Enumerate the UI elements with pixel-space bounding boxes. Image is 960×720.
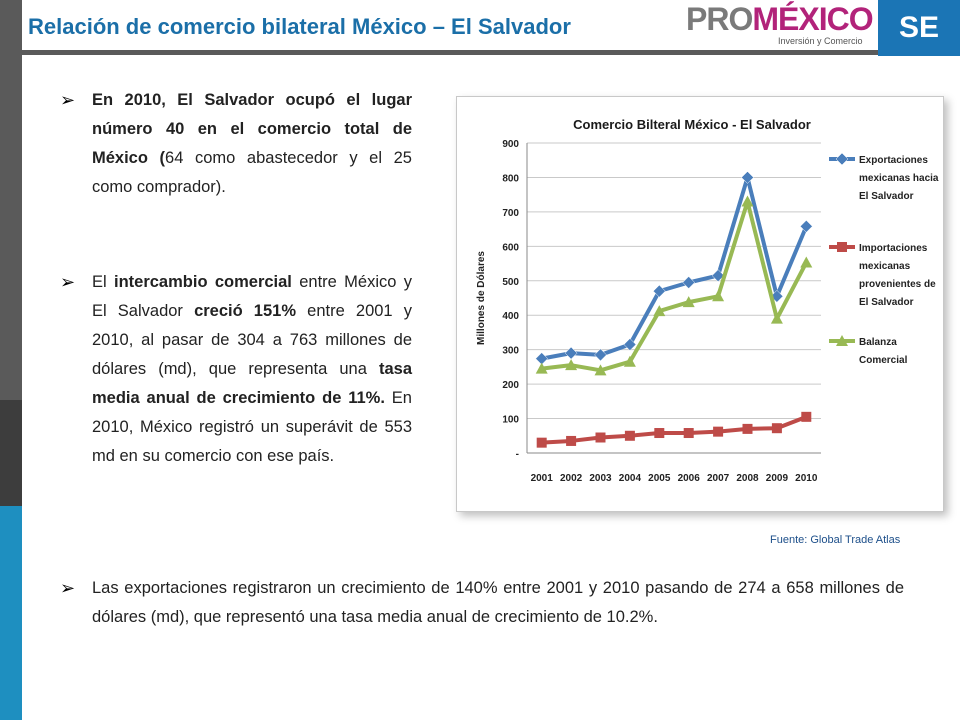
text-run: tasa media anual de crecimiento de 11%. — [92, 360, 412, 407]
logo-mexico-text: MÉXICO — [752, 1, 873, 37]
data-point-series-1 — [623, 338, 637, 351]
bullet-ranking: ➢ En 2010, El Salvador ocupó el lugar nú… — [60, 86, 412, 202]
x-tick-label: 2002 — [560, 473, 583, 484]
y-tick-label: 200 — [502, 380, 519, 391]
left-accent-bar-middle — [0, 400, 22, 506]
data-point-series-2 — [742, 423, 753, 434]
data-point-series-2 — [713, 426, 724, 437]
x-tick-label: 2010 — [795, 473, 818, 484]
text-run: creció 151% — [194, 302, 297, 320]
text-run: En 2010, El Salvador ocupó el lugar núme… — [92, 91, 412, 167]
x-tick-label: 2005 — [648, 473, 671, 484]
y-tick-label: 900 — [502, 139, 519, 150]
legend-marker — [835, 152, 849, 166]
left-accent-bar-bottom — [0, 506, 22, 720]
chart-container: Comercio Bilteral México - El Salvador - 1… — [456, 96, 944, 512]
data-point-series-1 — [652, 284, 666, 298]
data-point-series-3 — [565, 359, 578, 371]
data-point-series-2 — [624, 430, 635, 441]
data-point-series-2 — [801, 411, 812, 422]
x-tick-label: 2009 — [766, 473, 789, 484]
bullet-trade-growth: ➢ El intercambio comercial entre México … — [60, 268, 412, 471]
legend-label: provenientes de — [859, 279, 936, 290]
legend-marker — [836, 335, 848, 346]
source-note: Fuente: Global Trade Atlas — [770, 534, 901, 546]
data-point-series-2 — [654, 428, 665, 439]
bullet-text: En 2010, El Salvador ocupó el lugar núme… — [92, 91, 412, 196]
bullet-text: El intercambio comercial entre México y … — [92, 273, 412, 465]
legend-marker — [837, 242, 847, 252]
data-point-series-1 — [564, 346, 578, 360]
data-point-series-1 — [741, 171, 754, 184]
legend-label: Comercial — [859, 355, 908, 366]
legend-label: mexicanas hacia — [859, 173, 939, 184]
data-point-series-3 — [535, 362, 548, 374]
legend-label: Balanza — [859, 337, 897, 348]
y-tick-label: 800 — [502, 173, 519, 184]
data-point-series-3 — [653, 305, 666, 317]
arrow-bullet-icon: ➢ — [60, 272, 76, 292]
logo-subtitle: Inversión y Comercio — [778, 36, 863, 46]
trade-line-chart: Comercio Bilteral México - El Salvador - 1… — [476, 117, 939, 484]
x-tick-label: 2001 — [531, 473, 554, 484]
data-point-series-3 — [741, 195, 754, 207]
text-run: 64 como abastecedor y el 25 como comprad… — [92, 149, 412, 196]
data-point-series-1 — [799, 220, 813, 233]
data-point-series-2 — [566, 435, 577, 446]
series-line-3 — [541, 199, 809, 373]
data-point-series-3 — [712, 290, 725, 302]
y-tick-label: 100 — [502, 415, 519, 426]
bullet-exports: ➢ Las exportaciones registraron un creci… — [60, 574, 904, 632]
y-tick-label: 500 — [502, 277, 519, 288]
data-point-series-2 — [771, 423, 782, 434]
header-divider — [22, 50, 882, 55]
legend-label: Importaciones — [859, 243, 928, 254]
legend-label: El Salvador — [859, 191, 914, 202]
x-tick-label: 2008 — [736, 473, 759, 484]
y-tick-label: 600 — [502, 242, 519, 253]
y-axis-label: Millones de Dólares — [476, 251, 487, 345]
series-line-1 — [541, 175, 809, 361]
y-tick-label: 300 — [502, 346, 519, 357]
text-run: En 2010, México registró un superávit de… — [92, 389, 412, 465]
data-point-series-3 — [800, 256, 813, 268]
series-line-2 — [541, 414, 808, 445]
data-point-series-1 — [711, 269, 725, 282]
chart-title: Comercio Bilteral México - El Salvador — [573, 117, 811, 132]
se-logo: SE — [878, 0, 960, 56]
data-point-series-1 — [594, 348, 607, 362]
data-point-series-2 — [683, 428, 694, 439]
data-point-series-2 — [595, 432, 606, 443]
x-tick-label: 2006 — [678, 473, 701, 484]
x-tick-label: 2003 — [589, 473, 612, 484]
y-tick-label: - — [516, 449, 519, 460]
text-run: entre México y El Salvador — [92, 273, 413, 320]
page-title: Relación de comercio bilateral México – … — [28, 14, 571, 39]
data-point-series-3 — [594, 364, 607, 376]
y-tick-label: 400 — [502, 311, 519, 322]
legend-label: El Salvador — [859, 297, 914, 308]
bullet-text: Las exportaciones registraron un crecimi… — [92, 579, 904, 626]
arrow-bullet-icon: ➢ — [60, 90, 76, 110]
left-accent-bar-top — [0, 0, 22, 400]
text-run: Las exportaciones registraron un crecimi… — [92, 579, 904, 626]
promexico-logo: PROMÉXICO Inversión y Comercio — [686, 2, 876, 50]
data-point-series-1 — [682, 276, 696, 289]
data-point-series-3 — [770, 312, 783, 324]
data-point-series-3 — [623, 355, 636, 367]
x-tick-label: 2004 — [619, 473, 642, 484]
legend-label: Exportaciones — [859, 155, 928, 166]
data-point-series-2 — [536, 437, 547, 448]
legend-label: mexicanas — [859, 261, 911, 272]
text-run: entre 2001 y 2010, al pasar de 304 a 763… — [92, 302, 412, 378]
text-run: intercambio comercial — [114, 273, 292, 291]
y-tick-label: 700 — [502, 208, 519, 219]
x-tick-label: 2007 — [707, 473, 730, 484]
arrow-bullet-icon: ➢ — [60, 578, 76, 598]
logo-pro-text: PRO — [686, 1, 753, 37]
data-point-series-3 — [682, 296, 695, 308]
text-run: El — [92, 273, 114, 291]
